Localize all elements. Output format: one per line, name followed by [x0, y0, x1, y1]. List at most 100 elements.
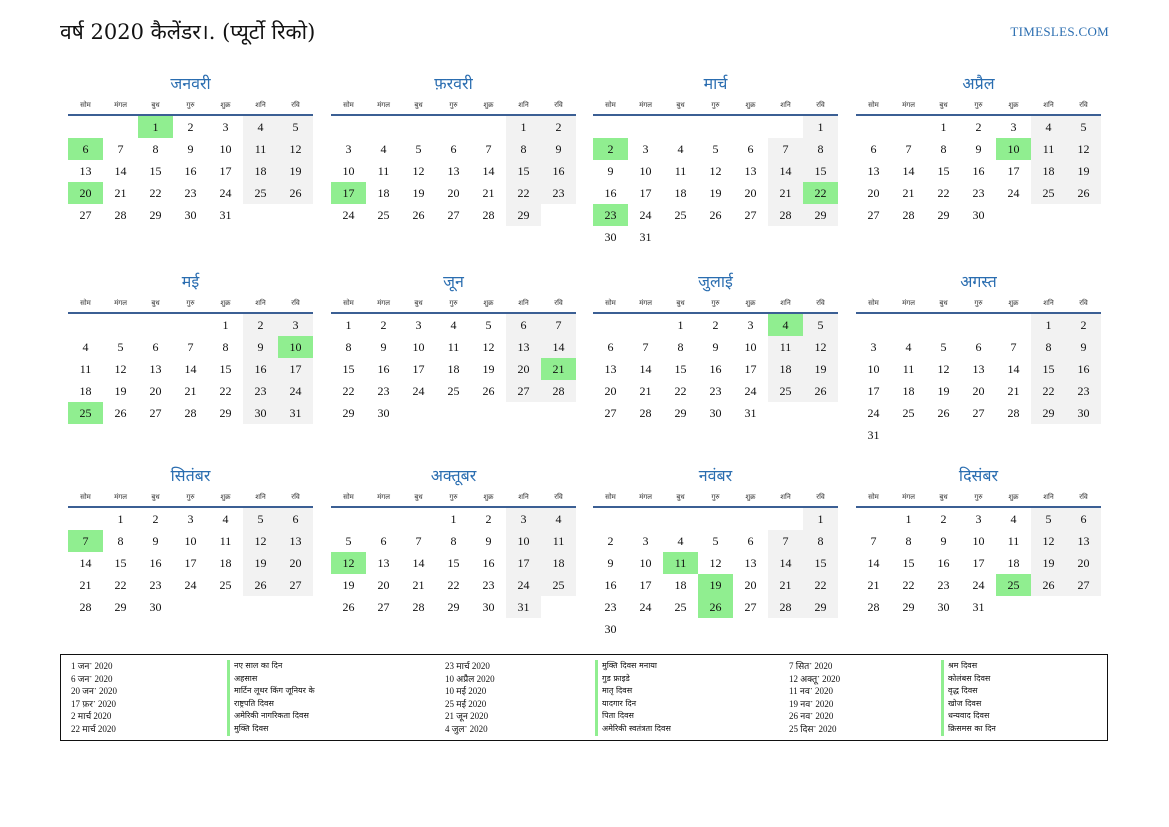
site-link[interactable]: TIMESLES.COM	[1010, 24, 1109, 39]
weekday-header: सोम मंगल बुध गुरु शुक्र शनि रवि	[593, 294, 838, 314]
empty-cell	[856, 116, 891, 138]
day-cell: 12	[412, 164, 425, 178]
day-cell: 19	[482, 362, 495, 376]
day-cell: 2	[975, 120, 982, 134]
weekday-label: बुध	[414, 101, 423, 109]
day-cell: 8	[803, 530, 838, 552]
day-cell: 28	[541, 380, 576, 402]
day-cell: 28	[412, 600, 425, 614]
day-cell: 12	[1031, 530, 1066, 552]
day-cell: 28	[114, 208, 127, 222]
day-cell: 31	[278, 402, 313, 424]
day-cell: 19	[278, 160, 313, 182]
day-cell: 2	[243, 314, 278, 336]
empty-cell	[856, 314, 891, 336]
legend-holiday-name: मुक्ति दिवस मनाया	[595, 660, 671, 673]
day-cell: 1	[222, 318, 229, 332]
day-cell: 28	[768, 204, 803, 226]
day-cell: 10	[506, 530, 541, 552]
day-cell: 28	[902, 208, 915, 222]
day-cell: 9	[152, 534, 159, 548]
legend-date: 25 दिसॱ 2020	[789, 723, 837, 734]
empty-cell	[138, 314, 173, 336]
legend-dates: 23 मार्च 2020 10 अप्रैल 2020 10 मई 2020 25 …	[445, 660, 495, 736]
month-name: फ़रवरी	[434, 74, 473, 93]
day-cell: 24	[219, 186, 232, 200]
day-cell: 16	[377, 362, 390, 376]
weekday-label: बुध	[676, 493, 685, 501]
day-cell: 13	[1066, 530, 1101, 552]
day-cell: 5	[803, 314, 838, 336]
month-block: सितंबर सोम मंगल बुध गुरु शुक्र शनि रवि 1 2 3 4 5 6 7 8 9…	[68, 464, 313, 618]
weekday-label: गुरु	[711, 493, 720, 501]
day-cell: 18	[768, 358, 803, 380]
day-cell: 18	[377, 186, 390, 200]
day-cell: 29	[149, 208, 162, 222]
day-cell: 20	[506, 358, 541, 380]
weekday-label: रवि	[1079, 493, 1088, 501]
weekday-label: शुक्र	[745, 493, 756, 501]
day-cell: 11	[243, 138, 278, 160]
week-row: 17 18 19 20 21 22 23	[331, 182, 576, 204]
day-cell: 22	[342, 384, 355, 398]
day-cell: 8	[345, 340, 352, 354]
day-cell: 1	[803, 116, 838, 138]
day-cell: 28	[639, 406, 652, 420]
day-cell: 23	[482, 578, 495, 592]
day-cell: 5	[940, 340, 947, 354]
weekday-label: मंगल	[114, 101, 127, 109]
day-cell: 8	[1031, 336, 1066, 358]
day-cell: 23	[243, 380, 278, 402]
day-cell: 30	[972, 208, 985, 222]
legend-holiday-name: यादगार दिन	[595, 697, 671, 711]
day-cell: 16	[604, 578, 617, 592]
week-row: 15 16 17 18 19 20 21	[331, 358, 576, 380]
empty-cell	[103, 116, 138, 138]
day-cell: 29	[902, 600, 915, 614]
day-cell: 24	[744, 384, 757, 398]
day-cell: 19	[803, 358, 838, 380]
day-cell: 10	[639, 556, 652, 570]
empty-cell	[593, 314, 628, 336]
day-cell: 8	[940, 142, 947, 156]
day-cell: 24	[342, 208, 355, 222]
day-cell: 22	[219, 384, 232, 398]
day-cell: 26	[803, 380, 838, 402]
week-row: 22 23 24 25 26 27 28	[331, 380, 576, 402]
day-cell: 17	[639, 186, 652, 200]
day-cell: 5	[345, 534, 352, 548]
day-cell: 31	[506, 596, 541, 618]
day-cell: 3	[345, 142, 352, 156]
weekday-label: रवि	[291, 299, 300, 307]
weekday-label: रवि	[291, 101, 300, 109]
day-cell: 2	[541, 116, 576, 138]
day-cell: 9	[607, 164, 614, 178]
weekday-header: सोम मंगल बुध गुरु शुक्र शनि रवि	[856, 294, 1101, 314]
month-block: जून सोम मंगल बुध गुरु शुक्र शनि रवि 1 2 3 4 5 6 7 8 9 10 1…	[331, 270, 576, 424]
weekday-label: शुक्र	[745, 101, 756, 109]
day-cell: 14	[114, 164, 127, 178]
weekday-header: सोम मंगल बुध गुरु शुक्र शनि रवि	[68, 488, 313, 508]
day-cell: 14	[768, 552, 803, 574]
weekday-label: शुक्र	[220, 101, 231, 109]
day-cell: 25	[996, 574, 1031, 596]
day-cell: 21	[184, 384, 197, 398]
weekday-label: शनि	[255, 493, 266, 501]
weekday-label: सोम	[605, 299, 616, 307]
weekday-label: गुरु	[186, 299, 195, 307]
weekday-label: शुक्र	[745, 299, 756, 307]
week-row: 13 14 15 16 17 18 19	[593, 358, 838, 380]
day-cell: 18	[541, 552, 576, 574]
day-cell: 16	[541, 160, 576, 182]
day-cell: 9	[1066, 336, 1101, 358]
day-cell: 18	[902, 384, 915, 398]
week-row: 21 22 23 24 25 26 27	[68, 574, 313, 596]
weekday-label: बुध	[151, 299, 160, 307]
day-cell: 14	[412, 556, 425, 570]
weekday-label: गुरु	[449, 101, 458, 109]
day-cell: 7	[187, 340, 194, 354]
legend-date: 10 मई 2020	[445, 686, 487, 697]
day-cell: 3	[747, 318, 754, 332]
